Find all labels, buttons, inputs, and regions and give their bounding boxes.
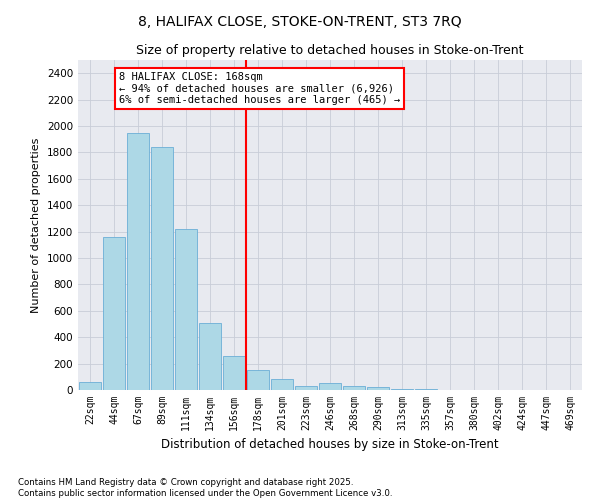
Bar [391,388,413,390]
Title: Size of property relative to detached houses in Stoke-on-Trent: Size of property relative to detached ho… [136,44,524,58]
Bar [127,132,149,390]
Bar [271,380,293,390]
Bar [175,229,197,390]
Bar [199,322,221,390]
Bar [367,388,389,390]
Bar [151,147,173,390]
Y-axis label: Number of detached properties: Number of detached properties [31,138,41,312]
Bar [343,386,365,390]
Bar [79,382,101,390]
Bar [223,356,245,390]
Bar [295,386,317,390]
Bar [319,382,341,390]
Text: Contains HM Land Registry data © Crown copyright and database right 2025.
Contai: Contains HM Land Registry data © Crown c… [18,478,392,498]
Text: 8 HALIFAX CLOSE: 168sqm
← 94% of detached houses are smaller (6,926)
6% of semi-: 8 HALIFAX CLOSE: 168sqm ← 94% of detache… [119,72,400,105]
X-axis label: Distribution of detached houses by size in Stoke-on-Trent: Distribution of detached houses by size … [161,438,499,452]
Bar [103,237,125,390]
Text: 8, HALIFAX CLOSE, STOKE-ON-TRENT, ST3 7RQ: 8, HALIFAX CLOSE, STOKE-ON-TRENT, ST3 7R… [138,15,462,29]
Bar [247,370,269,390]
